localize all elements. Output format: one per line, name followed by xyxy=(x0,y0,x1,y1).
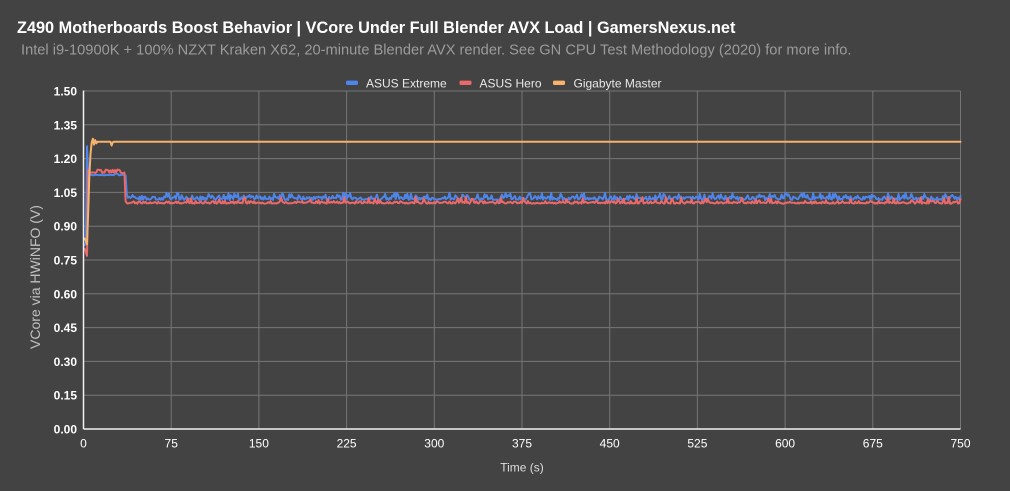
svg-text:Intel i9-10900K + 100% NZXT Kr: Intel i9-10900K + 100% NZXT Kraken X62, … xyxy=(21,43,852,59)
svg-text:0: 0 xyxy=(80,437,87,451)
svg-text:0.90: 0.90 xyxy=(54,220,78,234)
svg-text:750: 750 xyxy=(950,437,970,451)
svg-text:VCore via HWiNFO (V): VCore via HWiNFO (V) xyxy=(27,205,43,349)
svg-text:Z490 Motherboards Boost Behavi: Z490 Motherboards Boost Behavior | VCore… xyxy=(17,19,736,37)
svg-text:ASUS Extreme: ASUS Extreme xyxy=(366,77,447,91)
svg-text:1.05: 1.05 xyxy=(54,186,78,200)
svg-text:225: 225 xyxy=(337,437,357,451)
svg-text:675: 675 xyxy=(863,437,883,451)
svg-text:600: 600 xyxy=(775,437,795,451)
svg-text:0.00: 0.00 xyxy=(54,423,78,437)
svg-text:375: 375 xyxy=(512,437,532,451)
svg-text:0.45: 0.45 xyxy=(54,321,78,335)
svg-text:1.50: 1.50 xyxy=(54,85,78,99)
svg-text:0.75: 0.75 xyxy=(54,254,78,268)
svg-text:1.20: 1.20 xyxy=(54,152,78,166)
svg-text:0.60: 0.60 xyxy=(54,287,78,301)
svg-text:300: 300 xyxy=(424,437,444,451)
svg-text:0.30: 0.30 xyxy=(54,355,78,369)
svg-text:450: 450 xyxy=(600,437,620,451)
svg-text:1.35: 1.35 xyxy=(54,118,78,132)
svg-text:0.15: 0.15 xyxy=(54,389,78,403)
svg-text:Time (s): Time (s) xyxy=(500,461,544,475)
svg-text:525: 525 xyxy=(687,437,707,451)
svg-text:Gigabyte Master: Gigabyte Master xyxy=(574,77,662,91)
svg-text:ASUS Hero: ASUS Hero xyxy=(480,77,542,91)
svg-text:150: 150 xyxy=(249,437,269,451)
svg-text:75: 75 xyxy=(165,437,179,451)
